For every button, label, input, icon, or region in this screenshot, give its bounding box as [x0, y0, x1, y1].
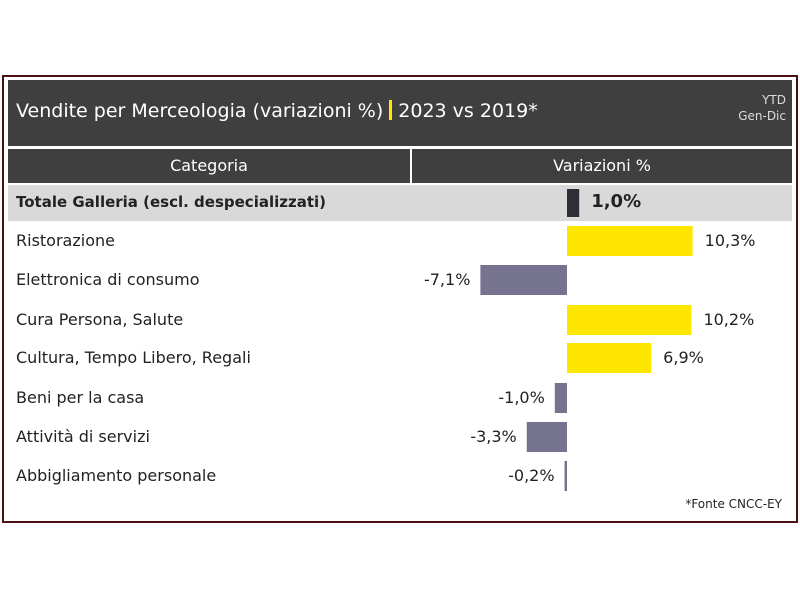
bar — [554, 383, 567, 413]
data-label: -0,2% — [508, 466, 555, 485]
data-label: 10,3% — [704, 231, 756, 250]
bar — [567, 343, 652, 373]
data-label: 6,9% — [663, 348, 704, 367]
data-label: -7,1% — [423, 270, 471, 289]
title-separator — [389, 100, 393, 120]
period-line1: YTD — [762, 93, 786, 107]
category-label: Cultura, Tempo Libero, Regali — [16, 348, 251, 367]
category-label: Abbigliamento personale — [16, 466, 217, 485]
category-label: Attività di servizi — [16, 427, 150, 446]
bar — [567, 226, 693, 256]
data-label: -1,0% — [498, 388, 545, 407]
data-label: -3,3% — [470, 427, 517, 446]
title-compare: 2023 vs 2019* — [398, 100, 538, 122]
period-line2: Gen-Dic — [738, 109, 786, 123]
bar — [567, 305, 692, 335]
title-bar: Vendite per Merceologia (variazioni %) 20… — [8, 80, 792, 146]
category-label: Elettronica di consumo — [16, 270, 200, 289]
header-value: Variazioni % — [412, 149, 792, 183]
category-label: Beni per la casa — [16, 388, 145, 407]
bar — [480, 265, 567, 295]
data-label: 10,2% — [703, 310, 755, 329]
category-label: Totale Galleria (escl. despecializzati) — [16, 193, 326, 211]
chart-title: Vendite per Merceologia (variazioni %) 20… — [16, 100, 538, 122]
bar — [567, 189, 580, 217]
bar-chart — [480, 189, 693, 491]
bar — [526, 422, 567, 452]
category-label: Ristorazione — [16, 231, 115, 250]
header-category: Categoria — [8, 149, 410, 183]
chart-frame: Vendite per Merceologia (variazioni %) 20… — [2, 75, 798, 523]
footnote: *Fonte CNCC-EY — [685, 497, 782, 511]
total-row-bg — [8, 185, 792, 221]
bar — [564, 461, 567, 491]
title-main: Vendite per Merceologia (variazioni %) — [16, 100, 384, 122]
category-label: Cura Persona, Salute — [16, 310, 184, 329]
data-label: 1,0% — [591, 191, 642, 212]
period-label: YTD Gen-Dic — [738, 92, 786, 124]
